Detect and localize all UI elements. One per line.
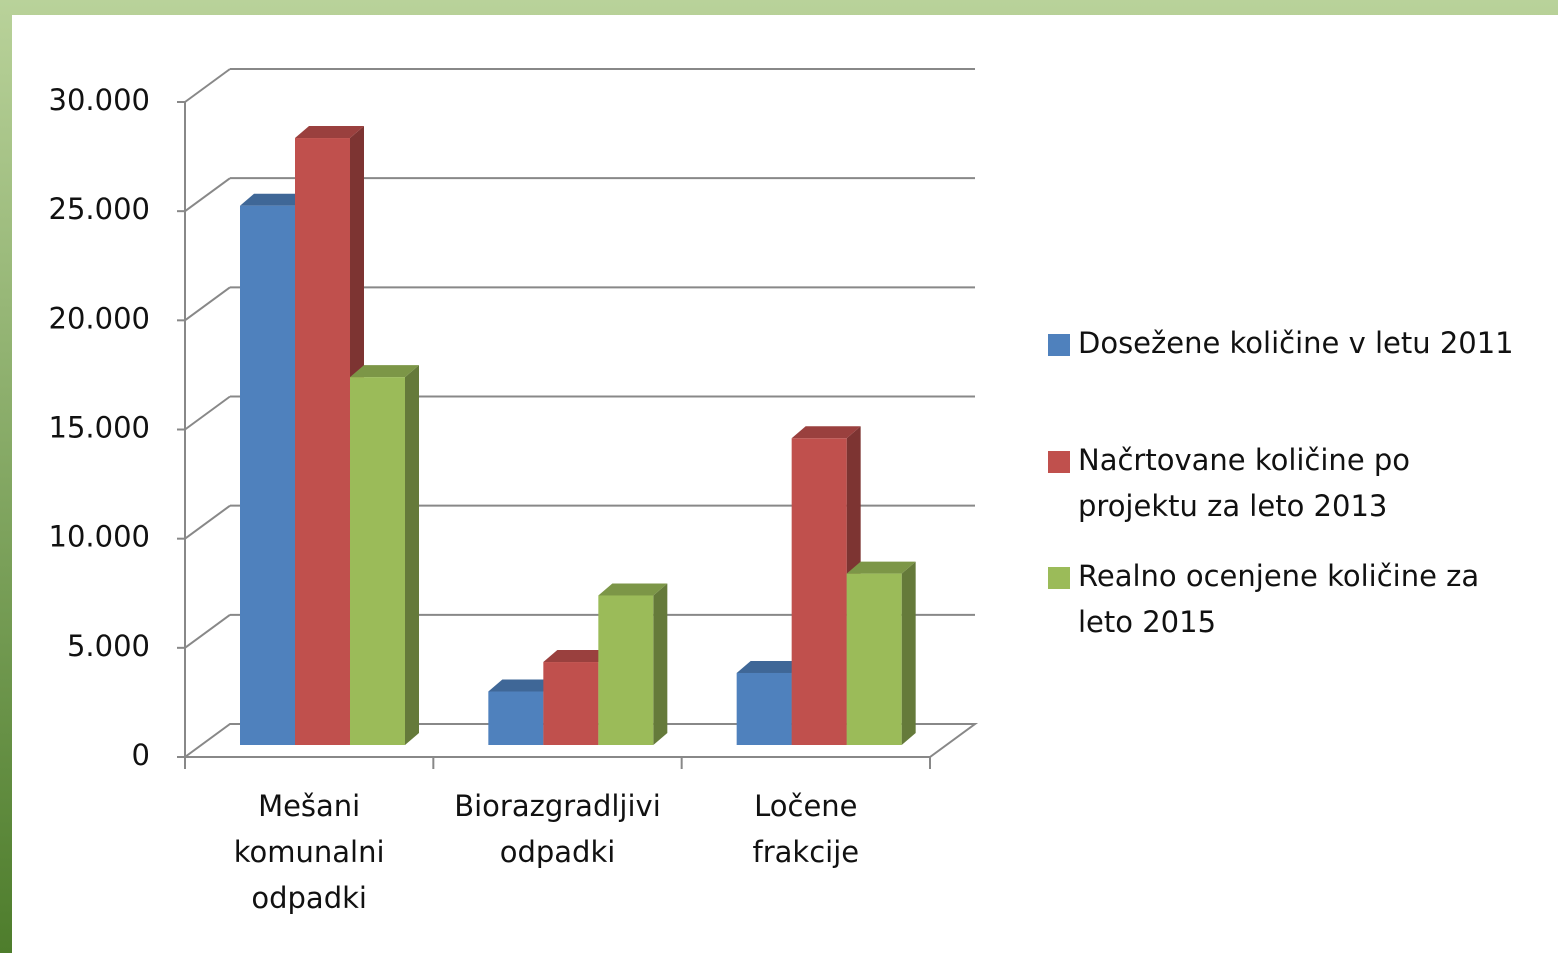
bar-top — [846, 561, 916, 574]
bar-top — [598, 583, 668, 596]
y-tick-label: 10.000 — [49, 520, 150, 554]
bar-front — [846, 573, 902, 745]
y-tick-label: 15.000 — [49, 411, 150, 445]
y-tick-label: 5.000 — [67, 629, 150, 663]
bar-front — [598, 595, 654, 745]
bar-side — [901, 561, 916, 745]
bar-top — [240, 193, 309, 206]
legend-swatch — [1048, 334, 1070, 356]
x-tick-label: Ločene frakcije — [753, 789, 860, 869]
legend-label: Realno ocenjene količine za leto 2015 — [1078, 559, 1479, 639]
bar-side — [653, 583, 668, 745]
bar-front — [543, 662, 599, 745]
legend-label: Načrtovane količine po projektu za leto 2… — [1078, 443, 1410, 523]
bar-front — [736, 672, 792, 745]
bar-front — [488, 691, 544, 745]
bar-front — [240, 205, 295, 745]
side-grid-line — [184, 504, 231, 540]
legend-label: Dosežene količine v letu 2011 — [1078, 326, 1514, 360]
legend-swatch — [1048, 567, 1070, 589]
bar-front — [791, 438, 847, 745]
x-tick-label: Mešani komunalni odpadki — [234, 789, 385, 915]
bar-top — [791, 426, 861, 439]
bar-top — [543, 650, 613, 663]
bar — [598, 583, 668, 745]
bar — [846, 561, 916, 745]
y-tick-label: 20.000 — [49, 301, 150, 335]
side-grid-line — [184, 177, 231, 212]
y-tick-label: 25.000 — [49, 192, 150, 226]
y-tick-label: 30.000 — [49, 83, 150, 117]
side-grid-line — [184, 68, 231, 103]
side-grid-line — [184, 286, 231, 322]
bar-top — [736, 660, 806, 673]
bar-top — [488, 679, 558, 692]
x-tick-label: Biorazgradljivi odpadki — [454, 789, 661, 869]
bar — [350, 365, 419, 745]
y-tick-label: 0 — [132, 738, 150, 772]
bar-side — [405, 365, 419, 745]
bar-front — [295, 138, 350, 746]
bar-front — [350, 377, 405, 745]
bar-top — [295, 126, 364, 139]
side-grid-line — [184, 395, 231, 431]
side-grid-line — [184, 614, 231, 649]
legend-swatch — [1048, 451, 1070, 473]
bar-top — [350, 365, 419, 378]
